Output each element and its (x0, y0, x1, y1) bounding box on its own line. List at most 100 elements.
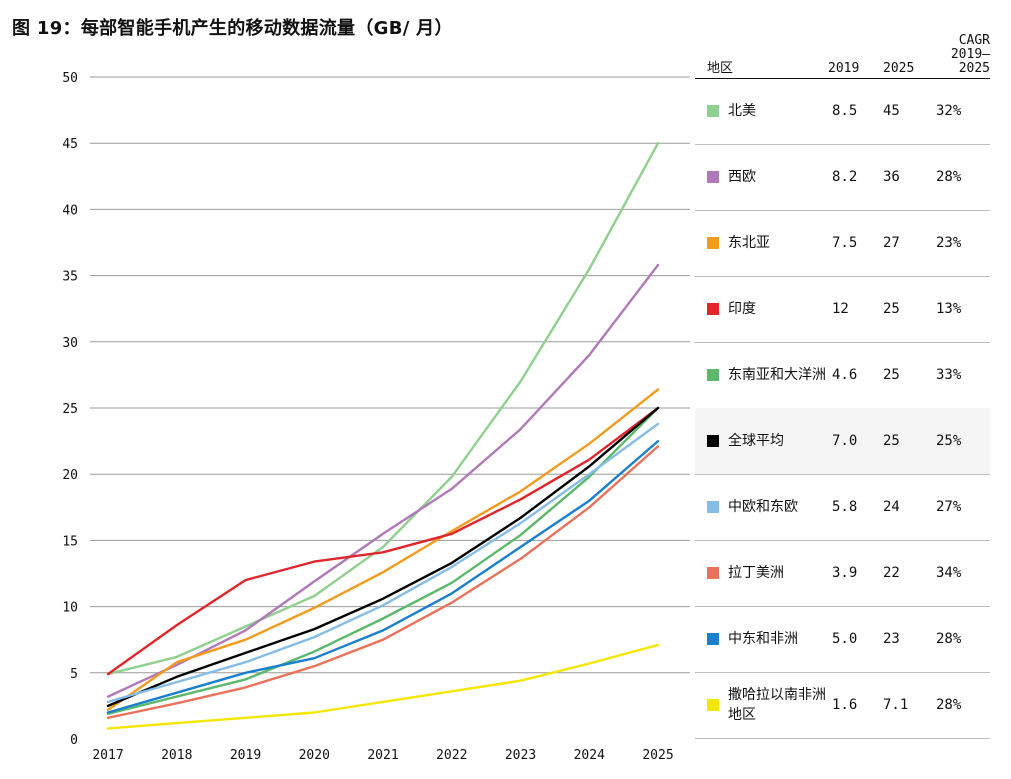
x-tick-label: 2017 (92, 748, 123, 763)
legend-swatch (707, 435, 719, 447)
table-row: 拉丁美洲 3.9 22 34% (695, 540, 990, 607)
header-2019: 2019 (828, 61, 860, 76)
value-2019: 3.9 (832, 565, 858, 581)
value-2019: 5.8 (832, 499, 858, 515)
table-row: 中东和非洲 5.0 23 28% (695, 606, 990, 673)
y-tick-label: 20 (62, 468, 78, 483)
legend-swatch (707, 567, 719, 579)
legend-swatch (707, 633, 719, 645)
legend-swatch (707, 303, 719, 315)
value-2025: 23 (883, 631, 900, 647)
y-tick-label: 0 (70, 733, 78, 748)
header-cagr: CAGR 2019– 2025 (920, 34, 990, 76)
value-cagr: 28% (936, 631, 962, 647)
x-tick-label: 2020 (299, 748, 330, 763)
legend-swatch (707, 105, 719, 117)
legend-swatch (707, 699, 719, 711)
y-tick-label: 45 (62, 137, 78, 152)
value-2019: 12 (832, 301, 849, 317)
table-row: 东北亚 7.5 27 23% (695, 210, 990, 277)
value-2019: 1.6 (832, 697, 858, 713)
table-header: 地区 2019 2025 CAGR 2019– 2025 (695, 24, 990, 79)
region-name: 印度 (728, 301, 756, 317)
value-2019: 4.6 (832, 367, 858, 383)
y-tick-label: 5 (70, 667, 78, 682)
value-2025: 27 (883, 235, 900, 251)
header-cagr-line1: CAGR (958, 33, 990, 48)
header-2025: 2025 (883, 61, 915, 76)
region-name: 东北亚 (728, 235, 770, 251)
value-2025: 22 (883, 565, 900, 581)
table-row: 中欧和东欧 5.8 24 27% (695, 474, 990, 541)
series-line (106, 388, 660, 712)
series-line (106, 445, 660, 719)
value-cagr: 28% (936, 169, 962, 185)
value-cagr: 27% (936, 499, 962, 515)
chart-title: 图 19：每部智能手机产生的移动数据流量（GB/ 月） (12, 18, 453, 39)
region-name: 中东和非洲 (728, 631, 798, 647)
series-line (106, 439, 660, 714)
legend-swatch (707, 369, 719, 381)
x-tick-label: 2018 (161, 748, 192, 763)
series-line (106, 406, 660, 715)
region-name: 中欧和东欧 (728, 499, 798, 515)
x-tick-label: 2021 (367, 748, 398, 763)
table-row: 北美 8.5 45 32% (695, 78, 990, 145)
series-line (106, 406, 660, 708)
legend-swatch (707, 237, 719, 249)
header-cagr-line3: 2025 (958, 61, 990, 76)
region-name: 撒哈拉以南非洲地区 (728, 687, 826, 723)
y-tick-label: 15 (62, 534, 78, 549)
region-name: 拉丁美洲 (728, 565, 784, 581)
value-cagr: 28% (936, 697, 962, 713)
header-region: 地区 (707, 61, 734, 76)
value-2025: 7.1 (883, 697, 909, 713)
series-line (106, 141, 660, 676)
x-tick-label: 2022 (436, 748, 467, 763)
value-2025: 36 (883, 169, 900, 185)
value-2025: 25 (883, 367, 900, 383)
value-cagr: 25% (936, 433, 962, 449)
value-2019: 7.0 (832, 433, 858, 449)
table-row: 撒哈拉以南非洲地区 1.6 7.1 28% (695, 672, 990, 739)
region-name: 西欧 (728, 169, 756, 185)
region-name: 东南亚和大洋洲 (728, 367, 826, 383)
table-row: 印度 12 25 13% (695, 276, 990, 343)
series-line (106, 263, 660, 698)
table-row: 东南亚和大洋洲 4.6 25 33% (695, 342, 990, 409)
value-cagr: 34% (936, 565, 962, 581)
y-tick-label: 10 (62, 601, 78, 616)
value-cagr: 33% (936, 367, 962, 383)
y-tick-label: 25 (62, 402, 78, 417)
value-2019: 8.5 (832, 103, 858, 119)
value-2025: 24 (883, 499, 900, 515)
y-tick-label: 35 (62, 270, 78, 285)
series-line (106, 422, 660, 704)
y-tick-label: 40 (62, 203, 78, 218)
table-row: 全球平均 7.0 25 25% (695, 408, 990, 475)
value-2019: 8.2 (832, 169, 858, 185)
series-line (106, 406, 660, 676)
value-2025: 25 (883, 433, 900, 449)
x-tick-label: 2025 (642, 748, 673, 763)
x-tick-label: 2024 (574, 748, 605, 763)
value-cagr: 13% (936, 301, 962, 317)
value-2019: 7.5 (832, 235, 858, 251)
x-tick-label: 2023 (505, 748, 536, 763)
region-name: 北美 (728, 103, 756, 119)
region-name: 全球平均 (728, 433, 784, 449)
header-cagr-line2: 2019– (950, 47, 990, 62)
series-line (106, 643, 660, 730)
table-row: 西欧 8.2 36 28% (695, 144, 990, 211)
legend-swatch (707, 501, 719, 513)
y-tick-label: 30 (62, 336, 78, 351)
legend-swatch (707, 171, 719, 183)
value-cagr: 32% (936, 103, 962, 119)
x-tick-label: 2019 (230, 748, 261, 763)
value-2025: 25 (883, 301, 900, 317)
value-2019: 5.0 (832, 631, 858, 647)
y-tick-label: 50 (62, 71, 78, 86)
value-cagr: 23% (936, 235, 962, 251)
value-2025: 45 (883, 103, 900, 119)
